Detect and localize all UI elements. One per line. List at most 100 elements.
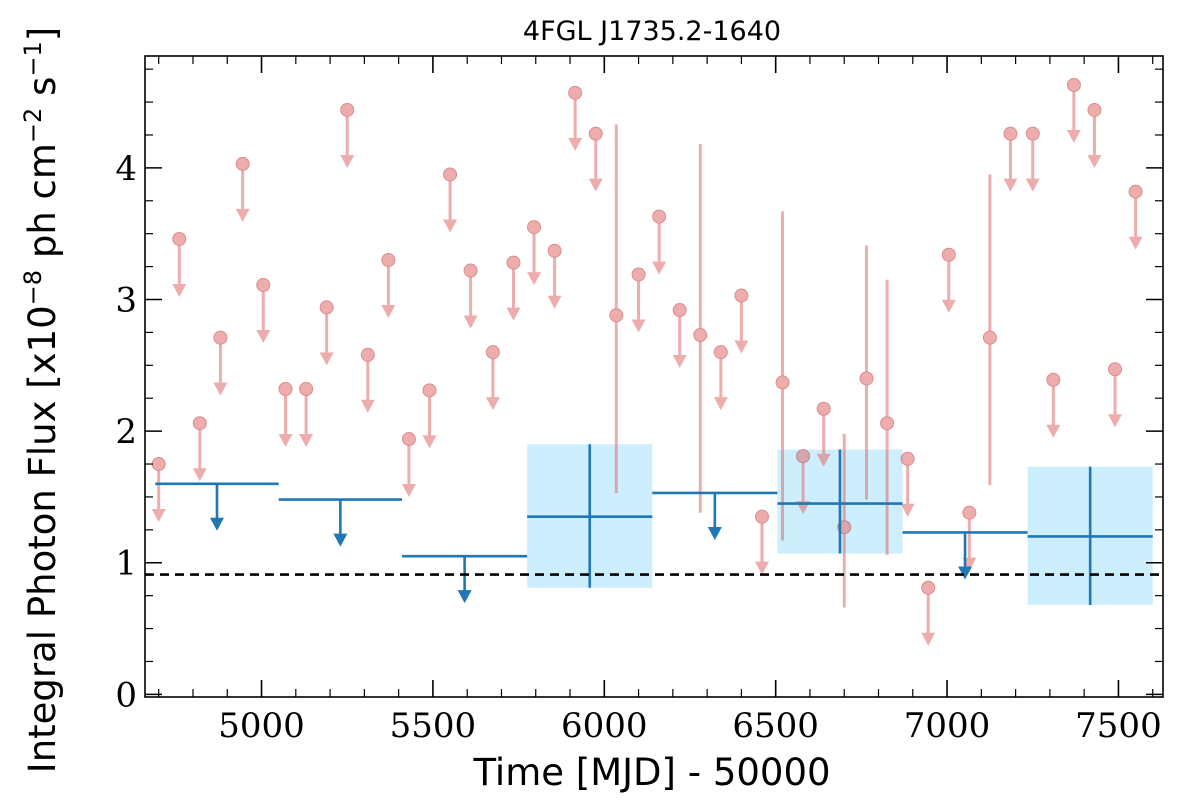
monthly-ul-arrow (235, 208, 250, 222)
monthly-ul-arrow (588, 178, 603, 192)
monthly-ul-arrow (172, 283, 187, 297)
monthly-ul-arrow (319, 352, 334, 366)
y-axis-title-exp2: −2 (19, 108, 47, 143)
monthly-point (672, 303, 687, 318)
monthly-point (754, 509, 769, 524)
x-axis: 5000 5500 6000 6500 7000 7500 (158, 56, 1162, 746)
monthly-ul-arrow (652, 261, 667, 275)
y-axis-title-exp1: −8 (19, 270, 47, 305)
y-axis-title: Integral Photon Flux [x10−8 ph cm−2 s−1] (19, 27, 64, 773)
monthly-point (982, 330, 997, 345)
monthly-point (609, 308, 624, 323)
monthly-ul-arrow (381, 305, 396, 319)
monthly-point (880, 416, 895, 431)
monthly-ul-arrow (485, 397, 500, 411)
chart-title: 4FGL J1735.2-1640 (523, 16, 781, 47)
monthly-point (921, 580, 936, 595)
monthly-point (360, 347, 375, 362)
monthly-point (192, 416, 207, 431)
x-axis-title: Time [MJD] - 50000 (472, 751, 830, 794)
monthly-point (1066, 77, 1081, 92)
monthly-ul-arrow (547, 295, 562, 309)
monthly-point (172, 231, 187, 246)
monthly-ul-arrow (443, 219, 458, 233)
monthly-point (547, 243, 562, 258)
monthly-ul-arrow (360, 399, 375, 413)
monthly-ul-arrow (816, 453, 831, 467)
monthly-ul-arrow (151, 509, 166, 523)
yearly-ul-arrow (707, 526, 722, 540)
y-tick-label: 3 (115, 281, 137, 321)
monthly-point (319, 300, 334, 315)
monthly-point (816, 401, 831, 416)
monthly-ul-arrow (299, 434, 314, 448)
monthly-ul-arrow (631, 319, 646, 333)
y-axis-title-exp3: −1 (19, 41, 47, 76)
monthly-point (713, 345, 728, 360)
monthly-point (422, 383, 437, 398)
monthly-ul-arrow (422, 435, 437, 449)
y-axis-title-end: ] (21, 27, 64, 41)
monthly-point (235, 156, 250, 171)
yearly-ul-arrow (333, 533, 348, 547)
monthly-point (1046, 372, 1061, 387)
y-axis-title-part3: s (21, 77, 64, 108)
monthly-ul-arrow (506, 307, 521, 321)
monthly-point (1128, 184, 1143, 199)
monthly-ul-arrow (256, 330, 271, 344)
monthly-ul-arrow (340, 154, 355, 168)
x-tick-label: 5500 (390, 706, 477, 746)
monthly-point (962, 505, 977, 520)
monthly-point (299, 382, 314, 397)
monthly-point (941, 247, 956, 262)
monthly-point (734, 288, 749, 303)
monthly-point (588, 126, 603, 141)
monthly-ul-arrow (1128, 236, 1143, 250)
monthly-point (443, 167, 458, 182)
yearly-ul-arrow (209, 517, 224, 531)
monthly-point (527, 220, 542, 235)
y-tick-label: 1 (115, 544, 137, 584)
monthly-ul-arrow (672, 355, 687, 369)
y-tick-label: 0 (115, 675, 137, 715)
monthly-point (1003, 126, 1018, 141)
monthly-point (506, 255, 521, 270)
monthly-point (213, 330, 228, 345)
monthly-ul-arrow (1003, 178, 1018, 192)
monthly-ul-arrow (192, 468, 207, 482)
monthly-point (631, 267, 646, 282)
monthly-point (568, 85, 583, 100)
x-tick-label: 6500 (732, 706, 819, 746)
monthly-point (151, 457, 166, 472)
plot-frame (144, 55, 1164, 698)
monthly-point (1087, 102, 1102, 117)
monthly-ul-arrow (900, 503, 915, 517)
monthly-point (859, 371, 874, 386)
monthly-point (485, 345, 500, 360)
monthly-ul-arrow (401, 484, 416, 498)
y-tick-label: 4 (115, 149, 137, 189)
monthly-ul-arrow (1066, 129, 1081, 143)
monthly-ul-arrow (713, 397, 728, 411)
monthly-ul-arrow (754, 561, 769, 575)
monthly-ul-arrow (1108, 414, 1123, 428)
monthly-point (1025, 126, 1040, 141)
y-axis-title-part2: ph cm (21, 143, 64, 270)
y-tick-label: 2 (115, 412, 137, 452)
y-axis: 0 1 2 3 4 (115, 68, 1163, 715)
monthly-ul-arrow (941, 299, 956, 313)
monthly-point (796, 449, 811, 464)
x-tick-label: 7500 (1075, 706, 1162, 746)
monthly-ul-arrow (921, 632, 936, 646)
monthly-point (652, 209, 667, 224)
monthly-point (381, 253, 396, 268)
monthly-point (900, 451, 915, 466)
monthly-ul-arrow (734, 340, 749, 354)
monthly-ul-arrow (1046, 424, 1061, 438)
monthly-point (1108, 362, 1123, 377)
monthly-point (256, 278, 271, 293)
monthly-point (775, 375, 790, 390)
y-axis-title-part1: Integral Photon Flux [x10 (21, 305, 64, 773)
x-tick-label: 5000 (218, 706, 305, 746)
